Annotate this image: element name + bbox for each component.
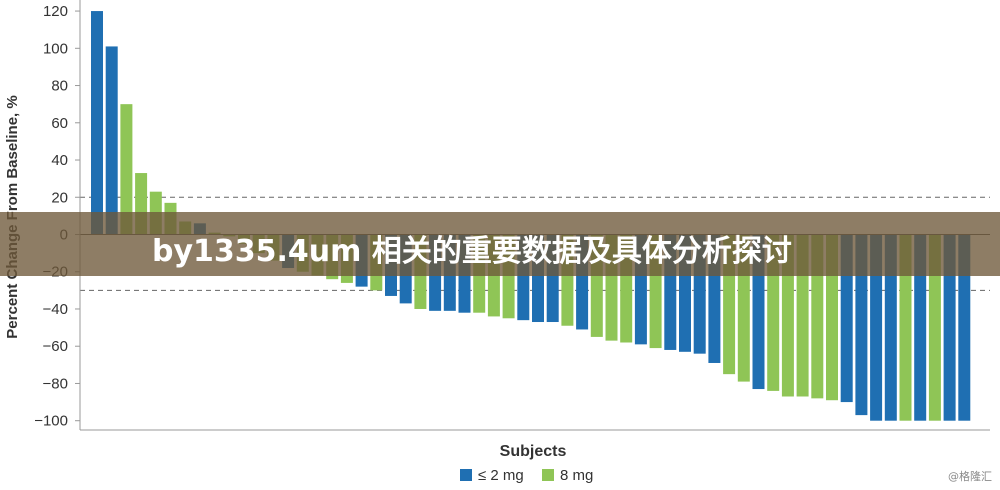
- legend-swatch-high-dose: [542, 469, 554, 481]
- bar-subject-59: [943, 234, 956, 421]
- y-tick-label: −80: [43, 375, 68, 392]
- bar-subject-53: [855, 234, 868, 416]
- bar-subject-3: [120, 104, 133, 235]
- banner-title: by1335.4um 相关的重要数据及具体分析探讨: [152, 234, 792, 269]
- bar-subject-56: [899, 234, 912, 421]
- y-tick-label: −40: [43, 301, 68, 318]
- y-tick-label: −100: [34, 413, 68, 430]
- y-tick-label: 40: [51, 152, 68, 169]
- overlay-banner: by1335.4um 相关的重要数据及具体分析探讨: [0, 212, 1000, 276]
- bar-subject-58: [928, 234, 941, 421]
- bar-subject-52: [840, 234, 853, 403]
- y-tick-label: 60: [51, 115, 68, 132]
- y-tick-label: 20: [51, 189, 68, 206]
- x-axis-title: Subjects: [500, 443, 567, 460]
- y-tick-label: 120: [43, 3, 68, 20]
- legend-swatch-low-dose: [460, 469, 472, 481]
- legend-label-low-dose: ≤ 2 mg: [478, 467, 524, 484]
- bar-subject-29: [502, 234, 515, 319]
- bar-subject-57: [914, 234, 927, 421]
- y-tick-label: −60: [43, 338, 68, 355]
- bar-subject-2: [105, 46, 118, 235]
- bar-subject-60: [958, 234, 971, 421]
- watermark-text: @格隆汇: [948, 470, 992, 483]
- bar-subject-55: [884, 234, 897, 421]
- bar-subject-1: [91, 11, 103, 235]
- y-tick-label: 100: [43, 40, 68, 57]
- legend: ≤ 2 mg 8 mg: [460, 467, 593, 484]
- legend-label-high-dose: 8 mg: [560, 467, 593, 484]
- y-tick-label: 80: [51, 78, 68, 95]
- bar-subject-54: [870, 234, 883, 421]
